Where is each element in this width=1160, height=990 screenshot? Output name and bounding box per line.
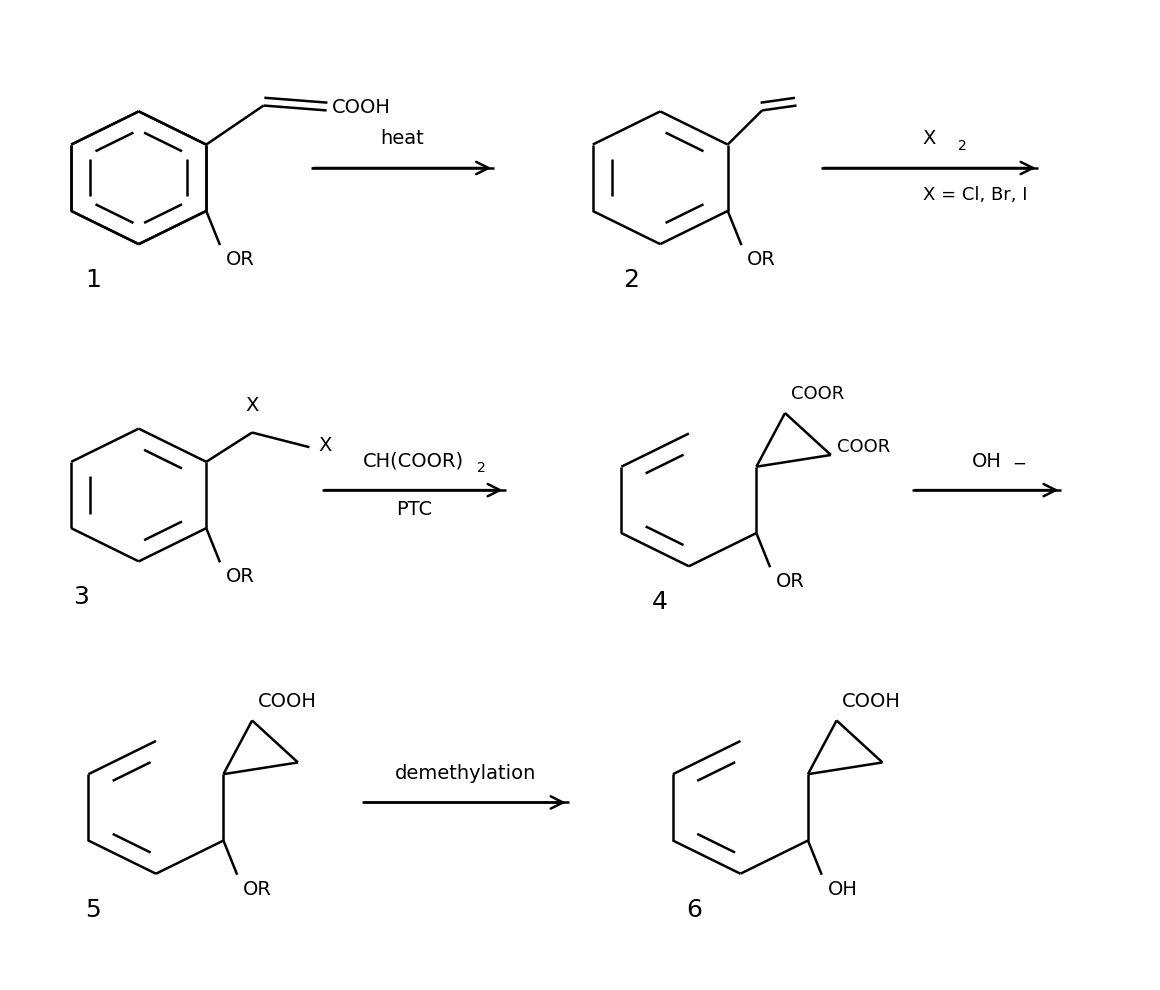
Text: 2: 2 xyxy=(958,140,967,153)
Text: COOH: COOH xyxy=(258,692,317,711)
Text: PTC: PTC xyxy=(396,500,432,519)
Text: X: X xyxy=(246,396,259,415)
Text: demethylation: demethylation xyxy=(394,764,536,783)
Text: heat: heat xyxy=(380,130,425,148)
Text: COOH: COOH xyxy=(842,692,901,711)
Text: −: − xyxy=(1012,454,1025,472)
Text: 2: 2 xyxy=(477,461,486,475)
Text: OR: OR xyxy=(747,250,776,269)
Text: OH: OH xyxy=(972,451,1002,470)
Text: X: X xyxy=(923,130,936,148)
Text: COOR: COOR xyxy=(791,385,844,403)
Text: 6: 6 xyxy=(687,898,703,922)
Text: OR: OR xyxy=(226,567,254,586)
Text: CH(COOR): CH(COOR) xyxy=(363,451,464,470)
Text: COOH: COOH xyxy=(332,98,391,117)
Text: OR: OR xyxy=(226,250,254,269)
Text: COOR: COOR xyxy=(836,439,890,456)
Text: 5: 5 xyxy=(85,898,101,922)
Text: OR: OR xyxy=(776,572,805,591)
Text: 4: 4 xyxy=(652,590,668,615)
Text: 2: 2 xyxy=(624,268,639,292)
Text: OH: OH xyxy=(827,879,857,899)
Text: X = Cl, Br, I: X = Cl, Br, I xyxy=(923,185,1028,204)
Text: X: X xyxy=(319,436,332,454)
Text: 1: 1 xyxy=(85,268,101,292)
Text: 3: 3 xyxy=(73,585,89,610)
Text: OR: OR xyxy=(242,879,271,899)
